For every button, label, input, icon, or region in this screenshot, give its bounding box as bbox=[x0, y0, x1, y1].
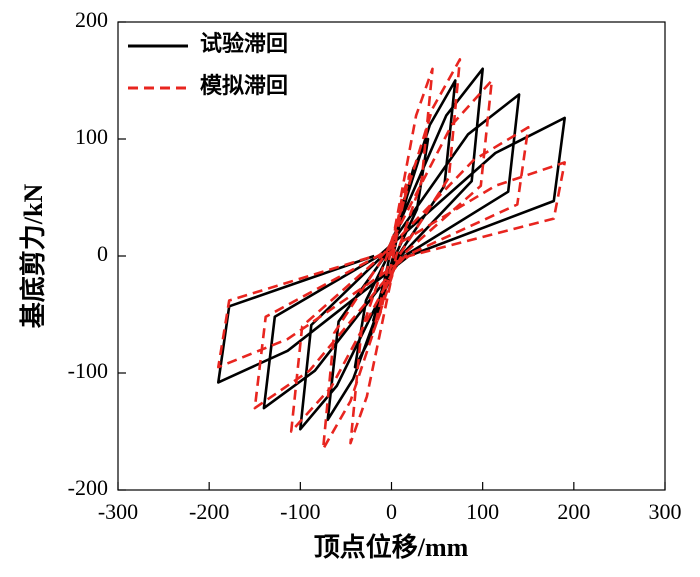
x-tick-label: -100 bbox=[280, 499, 320, 524]
y-tick-label: 100 bbox=[75, 124, 108, 149]
y-tick-label: 0 bbox=[97, 241, 108, 266]
series-line bbox=[217, 58, 566, 451]
x-tick-label: 100 bbox=[466, 499, 499, 524]
x-tick-label: -200 bbox=[189, 499, 229, 524]
x-tick-label: 300 bbox=[649, 499, 682, 524]
y-tick-label: -200 bbox=[68, 475, 108, 500]
x-tick-label: -300 bbox=[98, 499, 138, 524]
x-axis-label: 顶点位移/mm bbox=[314, 532, 469, 562]
x-tick-label: 200 bbox=[557, 499, 590, 524]
x-tick-label: 0 bbox=[386, 499, 397, 524]
legend-label: 模拟滞回 bbox=[200, 73, 288, 98]
y-axis-label: 基底剪力/kN bbox=[18, 184, 48, 329]
y-tick-label: -100 bbox=[68, 358, 108, 383]
legend-label: 试验滞回 bbox=[200, 31, 288, 56]
y-tick-label: 200 bbox=[75, 7, 108, 32]
